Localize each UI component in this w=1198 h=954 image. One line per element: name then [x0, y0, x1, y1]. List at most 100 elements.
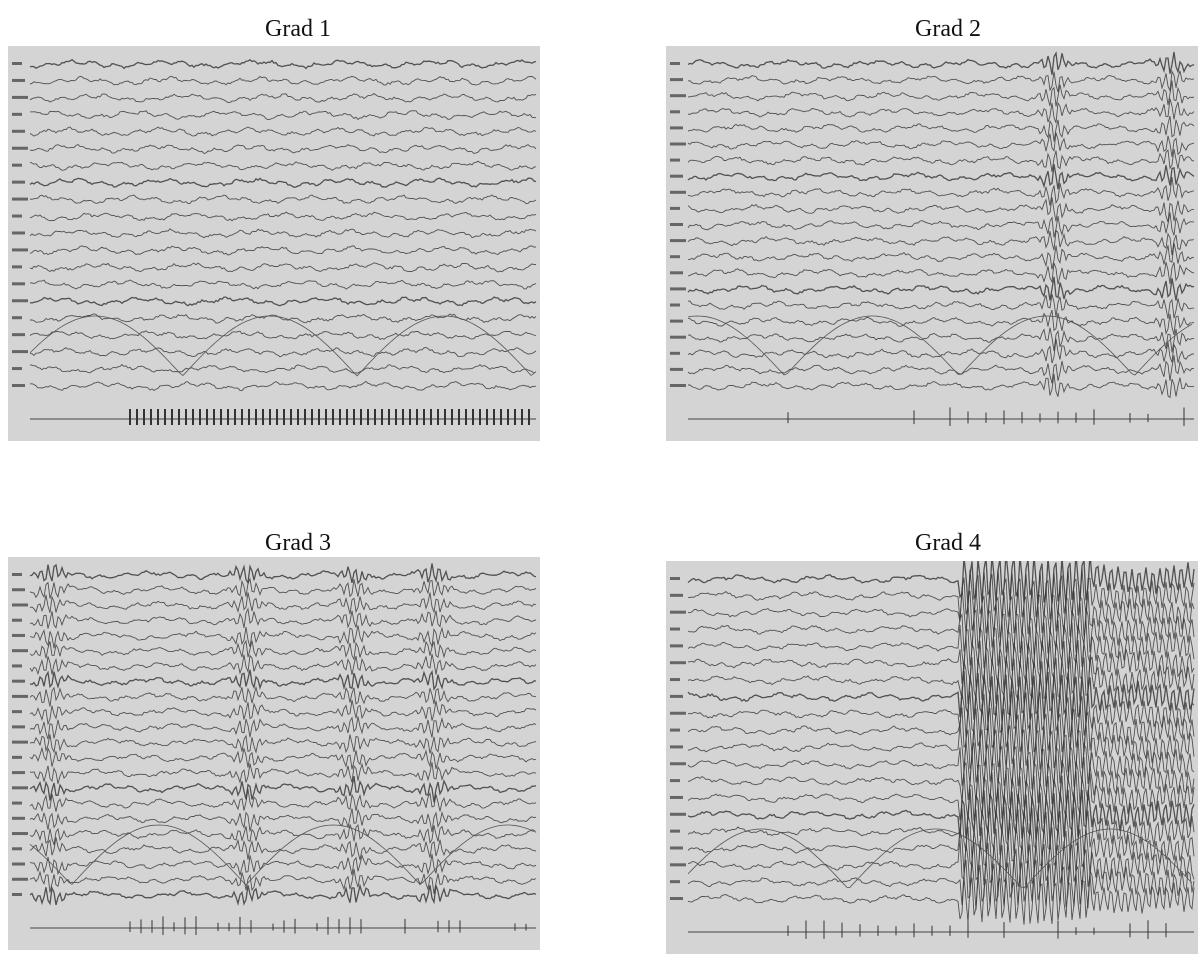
- channel-label-mark: [670, 812, 686, 816]
- eeg-channel-trace: [29, 380, 537, 392]
- channel-label-mark: [12, 129, 25, 133]
- eeg-channel-trace: [29, 837, 537, 861]
- eeg-channel-trace: [29, 592, 537, 615]
- channel-label-mark: [12, 603, 28, 607]
- panel-title-grad-3: Grad 3: [265, 530, 331, 556]
- channel-label-mark: [670, 303, 680, 307]
- channel-label-mark: [12, 877, 28, 881]
- eeg-channel-trace: [687, 276, 1195, 301]
- eeg-channel-trace: [687, 736, 1195, 790]
- eeg-channel-trace: [687, 229, 1195, 256]
- channel-label-mark: [670, 728, 680, 732]
- channel-label-mark: [12, 649, 28, 653]
- channel-label-mark: [670, 678, 680, 682]
- channel-label-mark: [12, 231, 25, 235]
- channel-label-mark: [12, 112, 22, 116]
- eeg-channel-trace: [29, 296, 537, 307]
- eeg-trace-grad-3: [12, 563, 537, 936]
- channel-label-mark: [12, 786, 28, 790]
- eeg-channel-trace: [29, 563, 537, 585]
- eeg-channel-trace: [687, 132, 1195, 157]
- eeg-channel-trace: [29, 639, 537, 661]
- channel-label-mark: [670, 593, 683, 597]
- eeg-channel-trace: [29, 160, 537, 171]
- channel-label-mark: [670, 711, 686, 715]
- channel-label-mark: [670, 287, 686, 291]
- eeg-channel-trace: [30, 347, 537, 358]
- eeg-channel-trace: [687, 149, 1195, 172]
- eeg-channel-trace: [687, 355, 1195, 384]
- eeg-channel-trace: [687, 870, 1195, 925]
- channel-label-mark: [12, 694, 28, 698]
- eeg-trace-grad-4: [670, 561, 1195, 940]
- eeg-channel-trace: [29, 868, 537, 894]
- channel-label-mark: [670, 367, 683, 371]
- eeg-channel-trace: [29, 669, 537, 691]
- respiration-trace: [29, 315, 535, 377]
- channel-label-mark: [670, 158, 680, 162]
- respiration-trace: [687, 828, 1193, 889]
- eeg-channel-trace: [29, 245, 537, 256]
- channel-label-mark: [670, 880, 680, 884]
- channel-label-mark: [12, 367, 22, 371]
- eeg-trace-grad-2: [670, 51, 1195, 426]
- eeg-trace-image-grad-1: [8, 46, 540, 441]
- channel-label-mark: [670, 271, 683, 275]
- eeg-channel-trace: [29, 262, 537, 273]
- eeg-trace-image-grad-2: [666, 46, 1198, 441]
- eeg-channel-trace: [29, 313, 537, 324]
- eeg-trace-image-grad-3: [8, 557, 540, 950]
- eeg-channel-trace: [687, 212, 1195, 238]
- channel-label-mark: [12, 573, 22, 576]
- eeg-channel-trace: [29, 577, 537, 599]
- channel-label-mark: [670, 319, 683, 323]
- channel-label-mark: [12, 180, 25, 184]
- eeg-channel-trace: [29, 653, 537, 676]
- eeg-channel-trace: [687, 115, 1195, 142]
- channel-label-mark: [12, 197, 28, 201]
- channel-label-mark: [670, 745, 683, 749]
- eeg-channel-trace: [29, 788, 537, 813]
- eeg-channel-trace: [687, 585, 1195, 638]
- eeg-channel-trace: [687, 69, 1195, 93]
- eeg-channel-trace: [29, 279, 537, 290]
- eeg-channel-trace: [29, 110, 537, 121]
- channel-label-mark: [12, 214, 22, 218]
- eeg-channel-trace: [687, 197, 1194, 223]
- eeg-channel-trace: [687, 261, 1195, 285]
- channel-label-mark: [12, 832, 28, 836]
- channel-label-mark: [670, 661, 686, 665]
- eeg-channel-trace: [687, 601, 1195, 655]
- channel-label-mark: [670, 239, 686, 243]
- eeg-channel-trace: [688, 838, 1195, 893]
- panel-title-grad-1: Grad 1: [265, 16, 331, 42]
- eeg-channel-trace: [29, 625, 537, 649]
- eeg-channel-trace: [687, 636, 1195, 692]
- channel-label-mark: [12, 78, 25, 82]
- channel-label-mark: [670, 190, 686, 194]
- eeg-channel-trace: [29, 211, 537, 222]
- eeg-channel-trace: [29, 177, 537, 188]
- channel-label-mark: [12, 588, 25, 592]
- eeg-channel-trace: [29, 58, 537, 70]
- channel-label-mark: [12, 755, 22, 759]
- eeg-channel-trace: [687, 51, 1195, 75]
- eeg-channel-trace: [29, 194, 537, 205]
- channel-label-mark: [12, 862, 25, 866]
- eeg-channel-trace: [687, 338, 1195, 364]
- eeg-channel-trace: [29, 853, 537, 876]
- channel-label-mark: [670, 142, 686, 146]
- panel-title-grad-2: Grad 2: [915, 16, 981, 42]
- eeg-channel-trace: [29, 716, 537, 740]
- eeg-channel-trace: [29, 607, 537, 629]
- channel-label-mark: [12, 633, 25, 637]
- channel-label-mark: [670, 255, 680, 259]
- eeg-channel-trace: [29, 126, 537, 137]
- channel-label-mark: [670, 62, 680, 65]
- channel-label-mark: [12, 384, 25, 387]
- channel-label-mark: [12, 725, 25, 729]
- eeg-channel-trace: [29, 75, 537, 86]
- eeg-channel-trace: [29, 699, 537, 726]
- channel-label-mark: [12, 282, 25, 286]
- channel-label-mark: [670, 779, 680, 783]
